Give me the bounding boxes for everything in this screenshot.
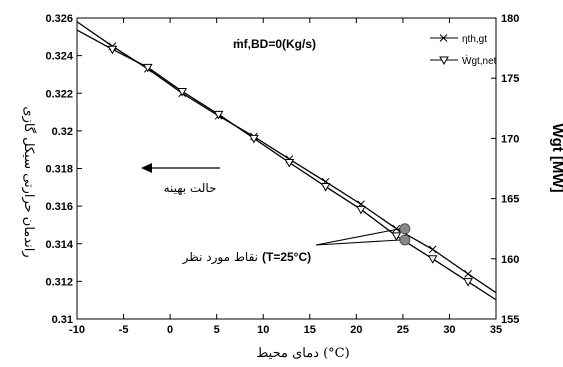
- data-point-power: [320, 183, 331, 192]
- x-tick-label: 35: [490, 324, 502, 336]
- legend-marker-eta-2: [439, 34, 448, 42]
- y2-tick-label: 165: [501, 194, 519, 206]
- y2-tick-label: 170: [501, 133, 519, 145]
- data-point-power: [284, 158, 295, 168]
- ticks-layer: -10 -5 0 5 10 15 20 25 30 35 0.31 0.312 0.314 0.316 0.…: [45, 13, 519, 336]
- x-axis-title: دمای محیط (°C): [256, 346, 349, 361]
- y-axis-title: راندمان حرارتی سیکل گازی: [21, 106, 37, 257]
- data-point-power: [463, 278, 473, 287]
- legend-label-power: Ẇgt,net: [462, 54, 497, 67]
- y-tick-label: 0.32: [52, 126, 73, 138]
- data-point-power: [177, 87, 188, 97]
- y2-tick-label: 175: [501, 73, 519, 85]
- data-point-power: [356, 205, 366, 215]
- arrow-label: حالت بهینه: [164, 181, 217, 195]
- data-point-power: [391, 232, 402, 241]
- data-point-eta: [464, 269, 472, 278]
- points-label: نقاط مورد نظر: [182, 250, 258, 265]
- y-tick-label: 0.322: [45, 88, 73, 100]
- points-sublabel: (T=25°C): [262, 250, 311, 264]
- series-layer: [76, 21, 497, 301]
- x-tick-label: 25: [397, 324, 409, 336]
- data-point-eta: [392, 224, 401, 233]
- y-tick-label: 0.326: [45, 13, 73, 25]
- y2-tick-label: 160: [501, 254, 519, 266]
- y-tick-label: 0.324: [45, 51, 73, 63]
- legend-label-eta: ηth,gt: [462, 34, 487, 45]
- y2-tick-label: 180: [501, 13, 519, 25]
- x-tick-label: 5: [214, 324, 220, 336]
- legend-marker-power: [439, 56, 449, 66]
- direction-arrow-head: [141, 163, 152, 173]
- x-tick-label: -10: [69, 324, 85, 336]
- y2-axis-title: Ẇgt [MW]: [549, 123, 563, 192]
- x-tick-label: 10: [257, 324, 269, 336]
- y-tick-label: 0.312: [45, 276, 73, 288]
- data-point-power: [249, 134, 259, 144]
- highlight-point: [399, 234, 411, 246]
- x-tick-label: 15: [304, 324, 316, 336]
- y-tick-label: 0.31: [52, 314, 73, 326]
- x-tick-label: -5: [119, 324, 129, 336]
- highlight-point: [399, 223, 411, 235]
- data-point-power: [142, 63, 153, 73]
- y-tick-label: 0.316: [45, 201, 73, 213]
- x-tick-label: 30: [443, 324, 455, 336]
- y-tick-label: 0.314: [45, 239, 73, 251]
- mass-flow-annotation: ṁf,BD=0(Kg/s): [233, 37, 316, 51]
- annot-layer: ηth,gt Ẇgt,net حالت بهینه نقاط مورد نظر (T=2…: [141, 34, 497, 265]
- data-point-power: [107, 45, 118, 55]
- y-tick-label: 0.318: [45, 164, 73, 176]
- callout-line: [315, 239, 401, 246]
- x-tick-label: 0: [167, 324, 173, 336]
- data-point-power: [427, 255, 438, 264]
- y2-tick-label: 155: [501, 314, 519, 326]
- callout-line: [315, 228, 401, 246]
- x-tick-label: 20: [350, 324, 362, 336]
- data-point-eta: [428, 245, 437, 254]
- data-point-power: [213, 110, 224, 120]
